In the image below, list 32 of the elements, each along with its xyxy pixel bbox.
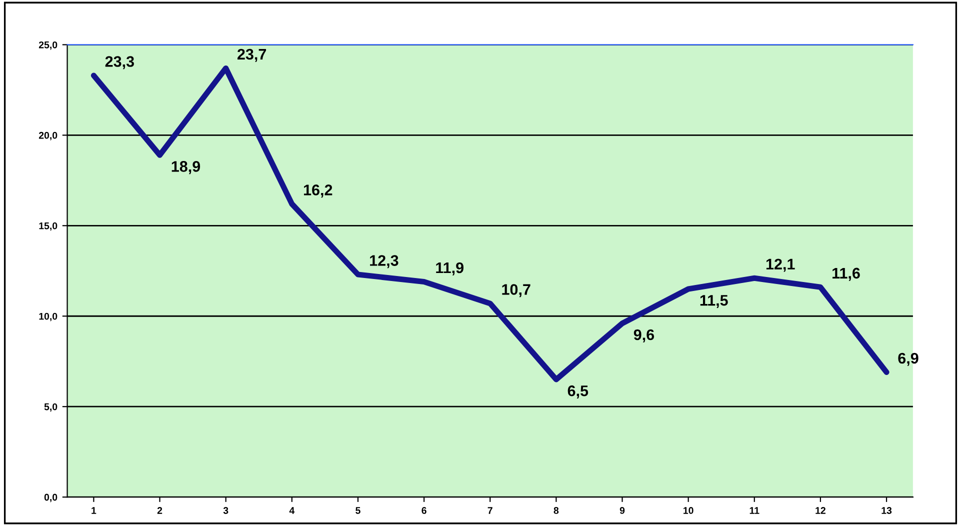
data-label: 6,9 — [898, 352, 918, 366]
x-tick-label: 9 — [620, 507, 625, 514]
x-tick-label: 8 — [554, 507, 559, 514]
y-tick-label: 5,0 — [44, 403, 58, 412]
y-tick-label: 25,0 — [38, 41, 58, 50]
y-tick-label: 20,0 — [38, 132, 58, 140]
y-tick-label: 15,0 — [39, 222, 58, 231]
x-tick-label: 12 — [816, 507, 826, 514]
x-tick-label: 7 — [488, 507, 492, 514]
data-label: 11,5 — [700, 295, 728, 308]
data-label: 23,7 — [237, 48, 266, 62]
data-label: 6,5 — [568, 385, 588, 398]
data-label: 9,6 — [634, 329, 654, 342]
x-tick-label: 11 — [750, 507, 760, 514]
data-label: 11,9 — [436, 262, 464, 276]
data-label: 12,1 — [766, 258, 795, 272]
data-label: 11,6 — [832, 268, 860, 281]
x-tick-label: 4 — [289, 507, 295, 514]
x-tick-label: 13 — [882, 507, 892, 514]
y-tick-label: 0,0 — [44, 494, 58, 502]
x-tick-label: 2 — [157, 507, 162, 514]
data-label: 12,3 — [370, 255, 398, 268]
x-tick-label: 6 — [422, 507, 426, 514]
x-tick-label: 1 — [92, 507, 96, 514]
x-tick-label: 10 — [684, 507, 694, 514]
data-label: 23,3 — [105, 56, 134, 70]
x-tick-label: 3 — [223, 507, 228, 514]
data-label: 18,9 — [172, 161, 200, 174]
x-tick-label: 5 — [356, 507, 360, 514]
data-label: 10,7 — [502, 284, 530, 298]
data-label: 16,2 — [304, 184, 332, 198]
y-tick-label: 10,0 — [39, 312, 58, 322]
